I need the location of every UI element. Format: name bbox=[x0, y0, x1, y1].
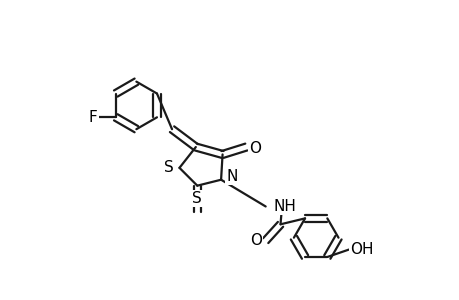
Text: O: O bbox=[250, 233, 262, 248]
Text: N: N bbox=[226, 169, 237, 184]
Text: S: S bbox=[192, 191, 202, 206]
Text: S: S bbox=[164, 160, 174, 175]
Text: NH: NH bbox=[273, 199, 295, 214]
Text: F: F bbox=[89, 110, 97, 125]
Text: O: O bbox=[249, 141, 261, 156]
Text: OH: OH bbox=[350, 242, 373, 257]
